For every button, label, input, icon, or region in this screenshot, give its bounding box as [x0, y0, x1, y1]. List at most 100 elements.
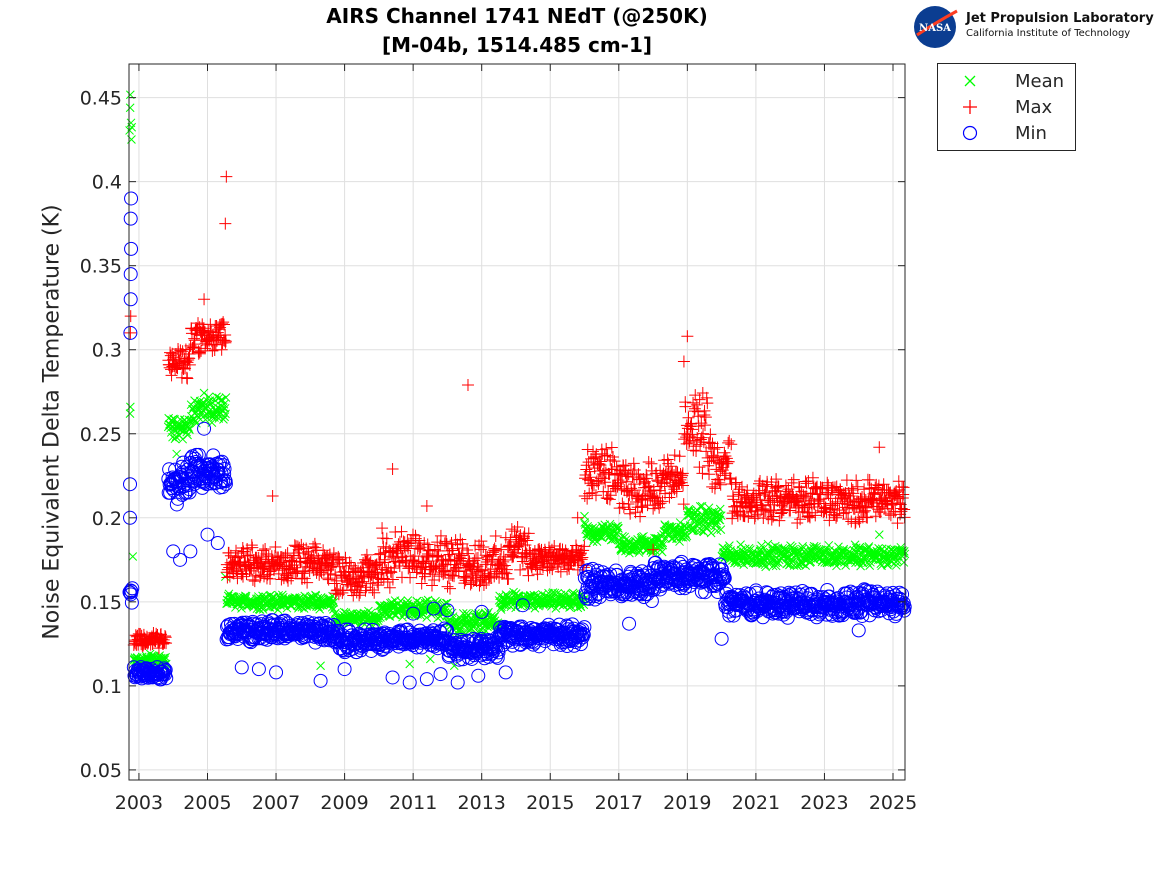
mean-point [585, 525, 595, 534]
data-marks [122, 90, 912, 690]
mean-point [171, 432, 181, 441]
legend-label: Mean [1015, 71, 1065, 92]
series-max [124, 170, 911, 655]
mean-point [170, 434, 180, 444]
x-marker-icon [964, 75, 976, 87]
min-point [166, 544, 181, 559]
min-point [123, 267, 138, 282]
max-point [383, 581, 396, 594]
max-point [581, 492, 594, 505]
max-point [376, 522, 389, 535]
min-point [450, 675, 465, 690]
max-point [681, 330, 694, 343]
mean-point [658, 538, 668, 548]
min-point [714, 631, 729, 646]
min-point [183, 544, 198, 559]
mean-point [374, 613, 383, 623]
max-point [404, 571, 417, 584]
x-tick-label: 2011 [389, 792, 437, 814]
min-point [234, 660, 249, 675]
mean-point [706, 528, 716, 538]
x-tick-label: 2009 [320, 792, 368, 814]
mean-point [125, 103, 135, 113]
max-point [585, 477, 598, 490]
min-point [498, 665, 513, 680]
max-point [415, 577, 428, 590]
max-point [665, 460, 678, 473]
max-point [236, 570, 249, 583]
max-point [395, 525, 408, 538]
max-point [425, 579, 438, 592]
mean-point [274, 590, 284, 600]
mean-point [614, 524, 623, 533]
max-point [682, 411, 695, 424]
mean-point [218, 403, 228, 412]
max-point [444, 582, 457, 595]
mean-point [490, 612, 499, 622]
mean-point [550, 588, 560, 598]
max-point [461, 379, 474, 392]
max-point [354, 586, 367, 599]
max-point [725, 438, 738, 451]
max-point [677, 355, 690, 368]
nasa-meatball-icon: NASA [914, 6, 958, 48]
max-point [198, 293, 211, 306]
chart-title: AIRS Channel 1741 NEdT (@250K) [326, 4, 708, 28]
max-point [753, 477, 766, 490]
mean-point [126, 402, 135, 412]
x-tick-label: 2005 [183, 792, 231, 814]
mean-point [716, 525, 726, 534]
mean-point [199, 388, 209, 398]
x-tick-label: 2015 [526, 792, 574, 814]
mean-point [597, 533, 607, 543]
x-tick-label: 2013 [458, 792, 506, 814]
min-point [471, 668, 486, 683]
mean-point [716, 511, 726, 520]
svg-text:NASA: NASA [919, 23, 951, 34]
max-point [642, 456, 655, 468]
y-tick-label: 0.35 [80, 256, 122, 278]
mean-point [397, 603, 406, 613]
min-point [251, 662, 266, 677]
y-tick-label: 0.15 [80, 592, 122, 614]
max-point [587, 445, 600, 458]
mean-point [759, 558, 769, 567]
grid [129, 64, 905, 780]
mean-point [128, 552, 138, 561]
max-point [703, 468, 716, 481]
max-point [892, 475, 905, 488]
max-point [165, 369, 178, 382]
x-tick-label: 2007 [252, 792, 300, 814]
max-point [673, 450, 686, 463]
logo-subtitle: California Institute of Technology [966, 28, 1131, 39]
legend-item-mean: Mean [938, 69, 1075, 95]
max-point [599, 466, 612, 479]
mean-point [463, 610, 473, 620]
mean-point [710, 507, 720, 516]
mean-point [329, 598, 339, 607]
mean-point [899, 558, 909, 567]
max-point [489, 529, 502, 542]
axis-ticks: 2003 2005 2007 2009 2011 2013 2015 2017 2019 2021… [80, 64, 917, 814]
y-tick-label: 0.05 [80, 760, 122, 782]
max-point [455, 549, 468, 562]
max-point [699, 419, 712, 432]
min-point [419, 672, 434, 687]
y-tick-label: 0.1 [92, 676, 122, 698]
legend-label: Min [1015, 123, 1047, 144]
max-point [420, 500, 433, 513]
mean-point [874, 530, 884, 539]
mean-point [217, 395, 227, 405]
mean-point [441, 598, 451, 608]
mean-point [194, 413, 204, 423]
x-tick-label: 2017 [595, 792, 643, 814]
mean-point [719, 544, 729, 553]
mean-point [219, 415, 228, 424]
y-axis-label: Noise Equivalent Delta Temperature (K) [39, 204, 65, 640]
mean-point [763, 539, 773, 549]
mean-point [405, 659, 415, 669]
max-point [765, 513, 778, 526]
mean-point [155, 651, 165, 660]
max-point [219, 217, 232, 230]
max-point [546, 563, 559, 576]
